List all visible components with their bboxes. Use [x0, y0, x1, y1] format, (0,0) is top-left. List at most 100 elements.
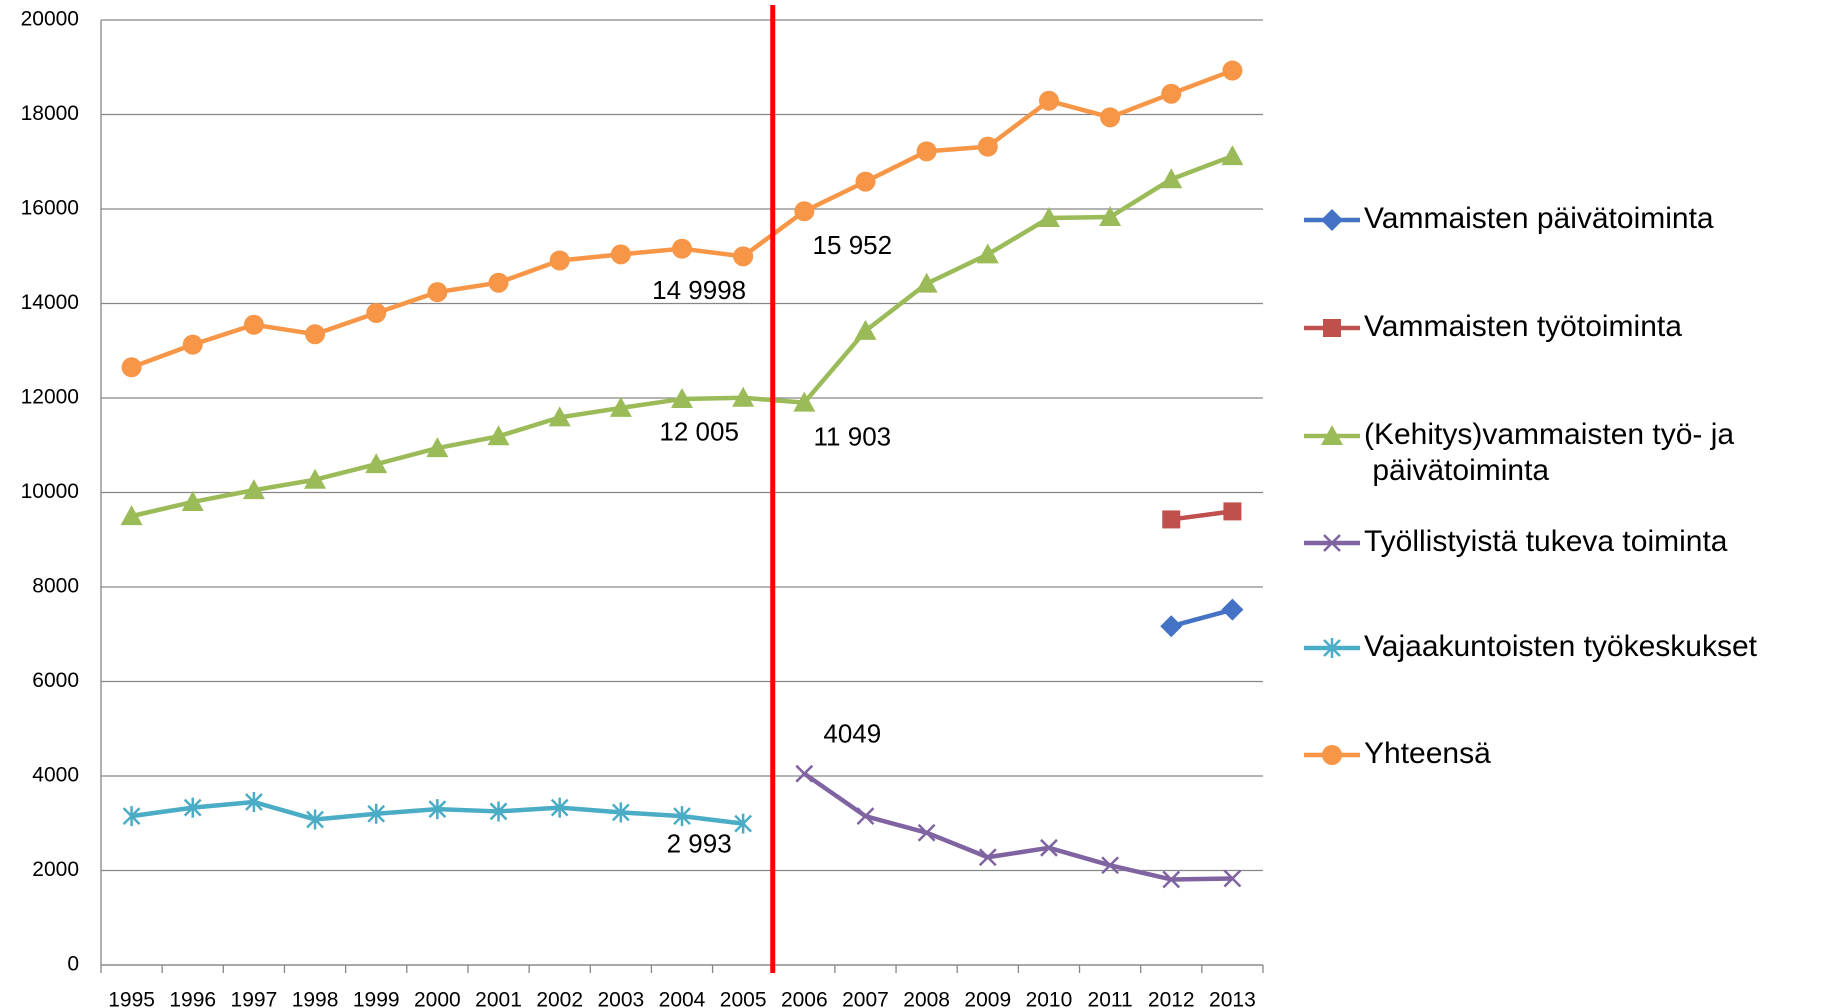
marker — [609, 396, 632, 417]
legend-label: (Kehitys)vammaisten työ- ja päivätoimint… — [1364, 418, 1734, 487]
x-tick-label: 2003 — [597, 989, 644, 1008]
x-tick-label: 2008 — [903, 989, 950, 1008]
marker — [549, 250, 570, 271]
marker — [1321, 209, 1343, 231]
marker — [365, 453, 388, 474]
marker — [854, 319, 877, 340]
legend-label: Yhteensä — [1364, 737, 1491, 770]
legend-item: Työllistyistä tukeva toiminta — [1304, 525, 1728, 558]
marker — [671, 387, 693, 408]
marker — [977, 136, 998, 157]
marker — [1100, 107, 1121, 128]
marker — [366, 302, 387, 323]
marker — [1160, 168, 1183, 189]
marker — [1162, 870, 1181, 889]
marker — [1322, 745, 1342, 765]
y-tick-label: 12000 — [21, 386, 79, 409]
marker — [488, 272, 509, 293]
legend-label-line: (Kehitys)vammaisten työ- ja — [1364, 418, 1734, 451]
y-tick-label: 18000 — [21, 102, 79, 125]
marker — [916, 141, 937, 162]
series-line — [1170, 607, 1234, 629]
legend-label: Vajaakuntoisten työkeskukset — [1364, 630, 1758, 663]
x-tick-label: 1997 — [231, 989, 278, 1008]
marker — [548, 406, 571, 427]
marker — [1221, 598, 1244, 621]
marker — [306, 809, 324, 830]
marker — [183, 797, 202, 818]
data-label: 11 903 — [814, 421, 892, 451]
marker — [243, 314, 264, 335]
marker — [367, 803, 386, 824]
marker — [122, 806, 141, 827]
marker — [917, 823, 936, 842]
marker — [1037, 206, 1060, 227]
y-tick-label: 0 — [67, 953, 79, 976]
x-tick-label: 1995 — [108, 989, 155, 1008]
y-tick-label: 10000 — [21, 480, 79, 503]
legend-label: Vammaisten päivätoiminta — [1364, 202, 1714, 235]
y-tick-label: 2000 — [32, 858, 79, 881]
marker — [1101, 856, 1119, 875]
marker — [1323, 638, 1341, 658]
y-tick-label: 20000 — [21, 8, 79, 31]
marker — [245, 791, 263, 812]
data-label: 12 005 — [659, 417, 739, 447]
x-tick-label: 2000 — [414, 989, 461, 1008]
marker — [734, 813, 753, 834]
marker — [1160, 615, 1183, 638]
marker — [489, 801, 508, 822]
x-tick-label: 2013 — [1209, 989, 1256, 1008]
marker — [976, 243, 999, 264]
data-label: 15 952 — [813, 230, 893, 260]
marker — [855, 171, 876, 192]
marker — [120, 505, 143, 526]
marker — [427, 282, 448, 303]
legend-label-line: päivätoiminta — [1364, 454, 1549, 487]
marker — [1221, 145, 1244, 166]
marker — [1223, 869, 1242, 888]
marker — [856, 807, 875, 826]
marker — [978, 848, 997, 867]
x-tick-label: 1996 — [169, 989, 216, 1008]
marker — [673, 806, 691, 827]
legend-label: Työllistyistä tukeva toiminta — [1364, 525, 1728, 558]
marker — [1323, 319, 1341, 337]
legend-label: Vammaisten työtoiminta — [1364, 310, 1682, 343]
x-tick-label: 2004 — [659, 989, 706, 1008]
x-tick-label: 2009 — [964, 989, 1011, 1008]
marker — [1323, 534, 1341, 552]
data-label: 14 9998 — [652, 275, 746, 305]
marker — [305, 324, 326, 345]
marker — [915, 272, 938, 293]
x-tick-label: 2001 — [475, 989, 522, 1008]
marker — [733, 246, 754, 267]
marker — [794, 201, 815, 222]
data-label: 4049 — [823, 719, 881, 749]
marker — [426, 437, 449, 458]
x-tick-label: 2012 — [1148, 989, 1195, 1008]
series-line — [131, 153, 1234, 519]
y-tick-label: 8000 — [32, 575, 79, 598]
marker — [1162, 510, 1181, 529]
marker — [1038, 90, 1059, 111]
marker — [611, 802, 630, 823]
marker — [1223, 502, 1242, 521]
legend-item: Vajaakuntoisten työkeskukset — [1304, 630, 1758, 663]
marker — [610, 244, 631, 265]
marker — [428, 799, 447, 820]
x-tick-label: 2006 — [781, 989, 828, 1008]
marker — [1161, 83, 1182, 104]
marker — [793, 391, 816, 412]
marker — [1099, 206, 1122, 227]
marker — [732, 386, 755, 407]
marker — [1040, 838, 1058, 857]
y-tick-label: 14000 — [21, 291, 79, 314]
x-tick-label: 2007 — [842, 989, 889, 1008]
marker — [121, 357, 142, 378]
series-line — [1170, 509, 1233, 522]
y-tick-label: 6000 — [32, 669, 79, 692]
x-tick-label: 1999 — [353, 989, 400, 1008]
data-label: 2 993 — [667, 828, 732, 858]
